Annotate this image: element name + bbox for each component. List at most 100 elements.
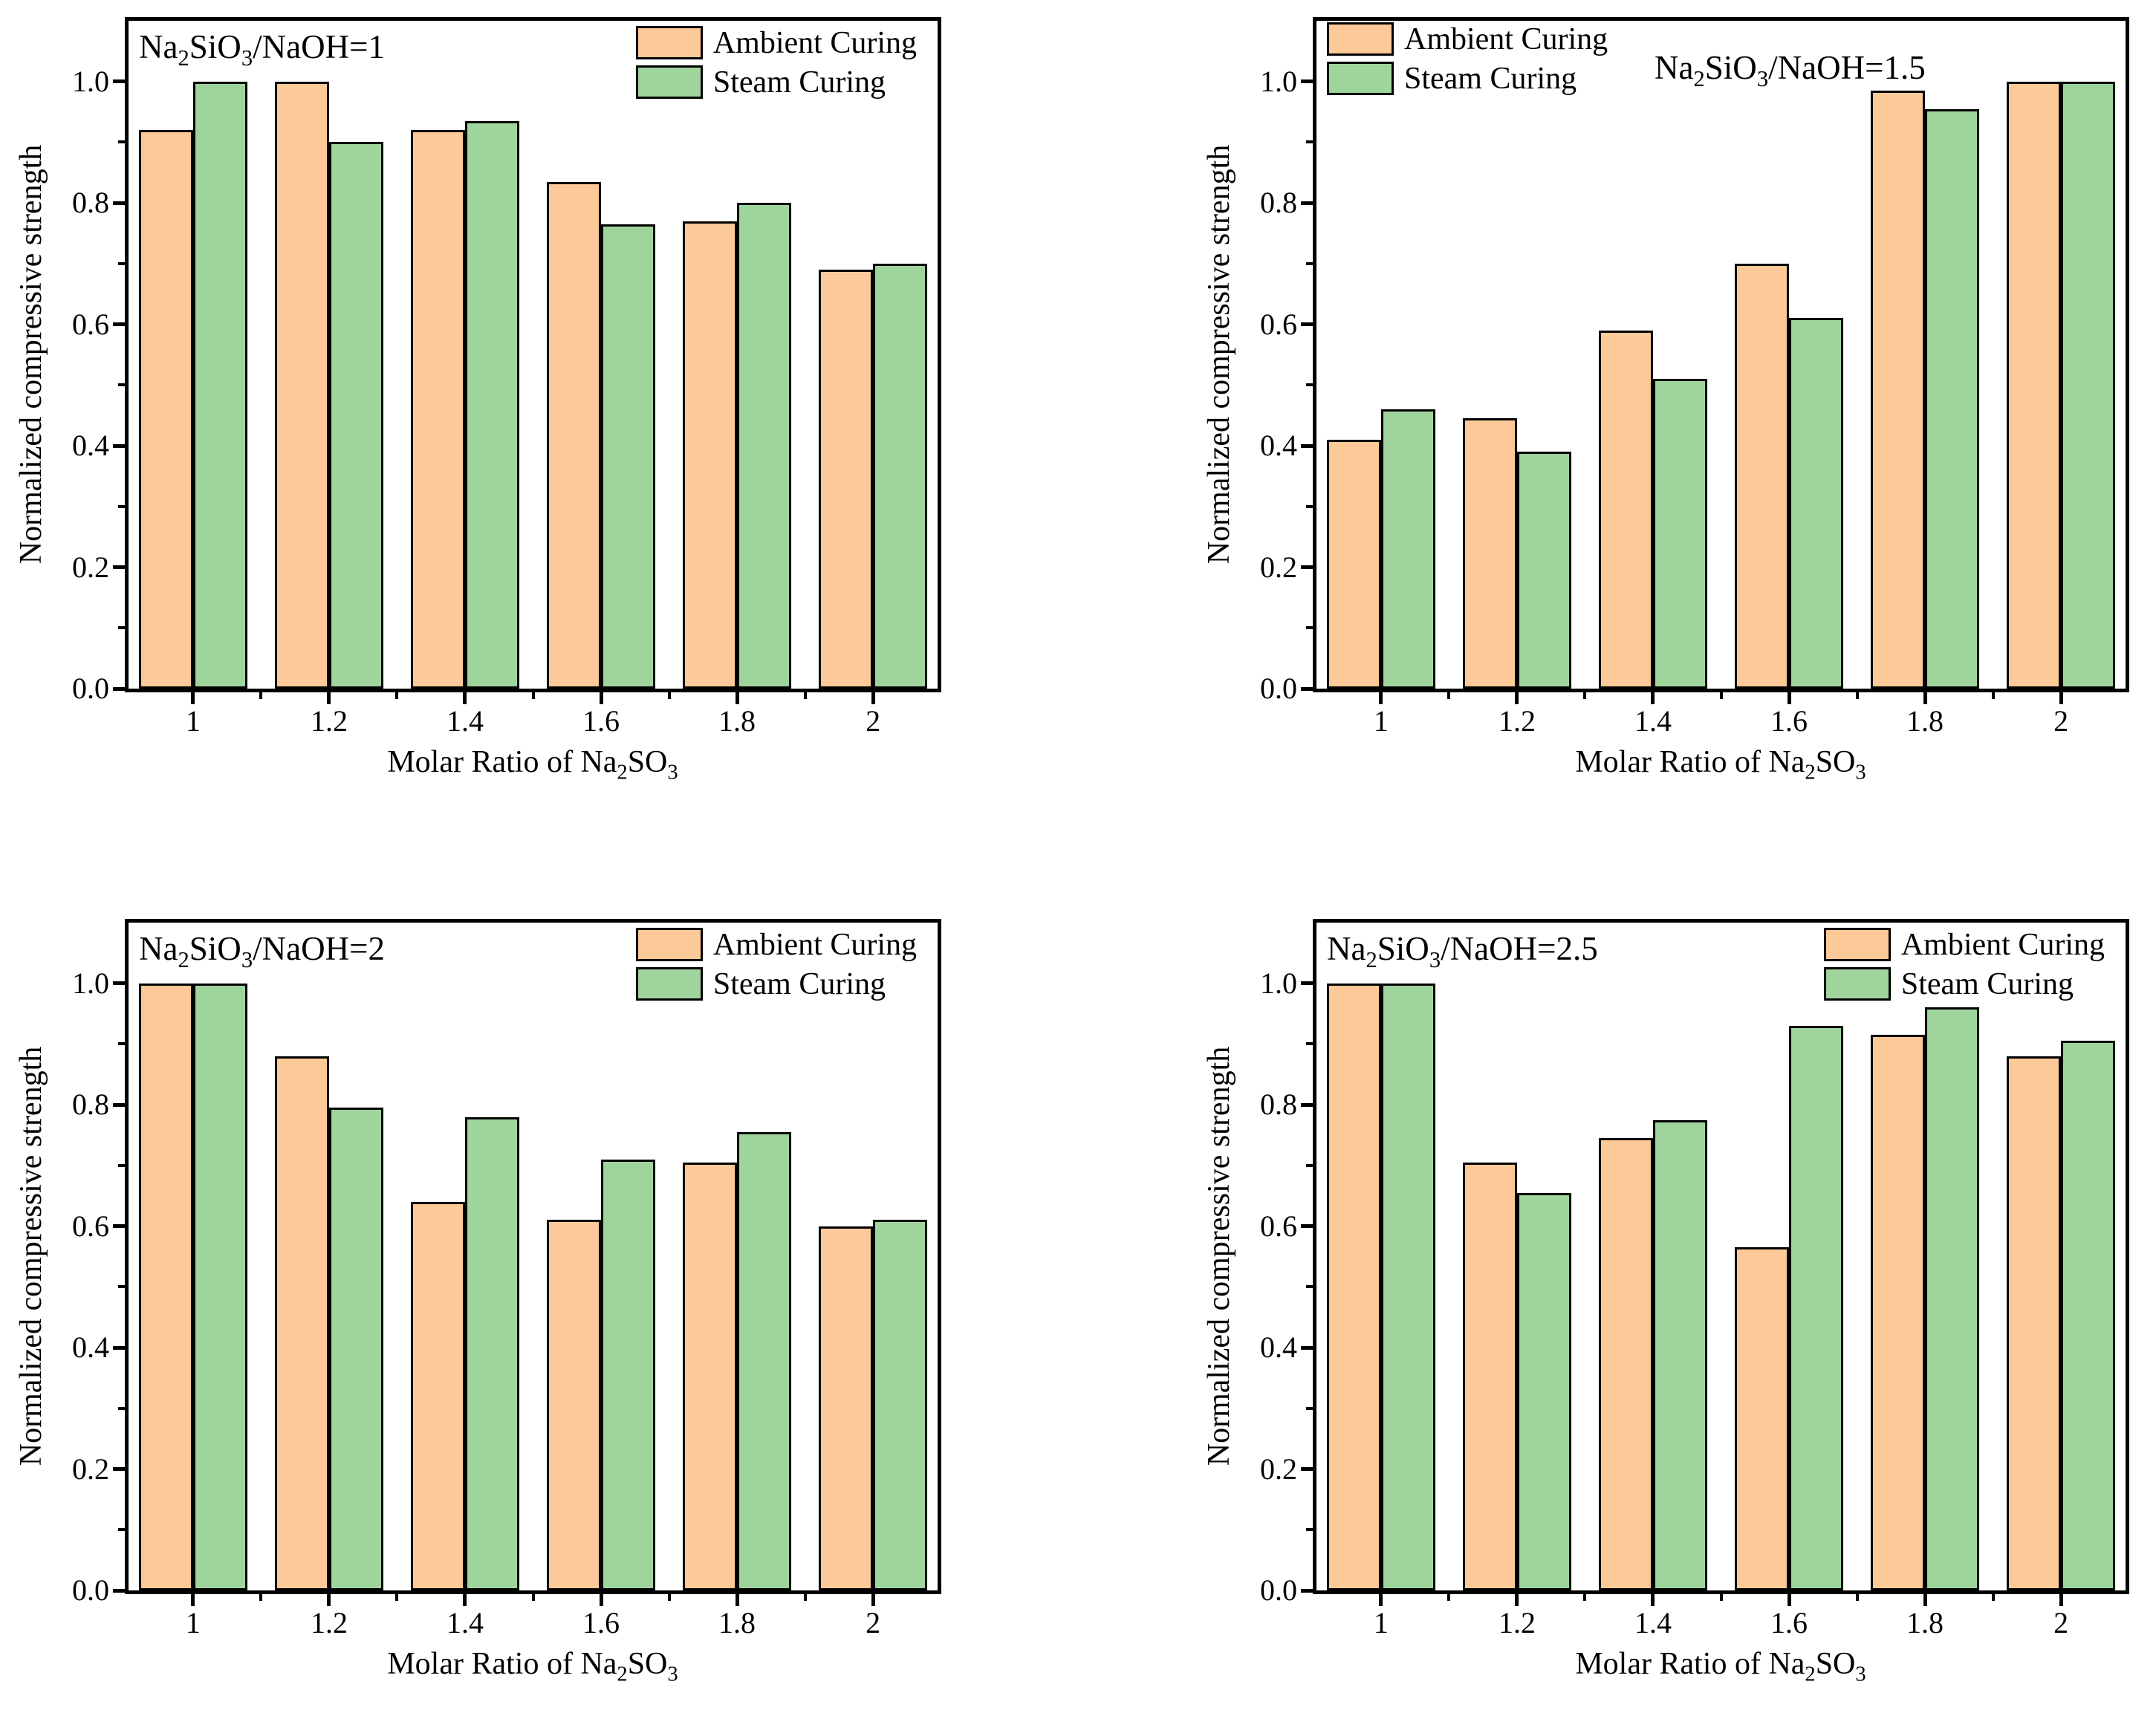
legend-swatch bbox=[1823, 928, 1891, 961]
legend: Ambient Curing Steam Curing bbox=[1327, 22, 1608, 95]
x-tick-label: 1.6 bbox=[1770, 1606, 1808, 1639]
x-tick bbox=[2059, 692, 2063, 704]
legend-swatch bbox=[1327, 22, 1394, 56]
x-minor-tick bbox=[531, 692, 535, 699]
bar-steam bbox=[601, 224, 656, 689]
x-tick-label: 1.4 bbox=[1634, 704, 1672, 738]
x-tick-label: 2 bbox=[2053, 704, 2069, 738]
x-tick-label: 1 bbox=[1373, 704, 1389, 738]
bar-steam bbox=[1925, 1007, 1980, 1590]
y-tick-label: 1.0 bbox=[72, 64, 109, 98]
y-tick-label: 0.6 bbox=[1260, 307, 1297, 341]
legend-swatch bbox=[635, 967, 703, 1001]
y-tick-label: 0.2 bbox=[72, 1452, 109, 1486]
legend-swatch bbox=[635, 65, 703, 99]
y-tick bbox=[113, 201, 125, 205]
x-minor-tick bbox=[1719, 1594, 1723, 1601]
plot-area: Na2SiO3/NaOH=1 Ambient Curing Steam Curin… bbox=[72, 17, 941, 736]
x-minor-tick bbox=[1583, 692, 1587, 699]
x-tick-label: 1.4 bbox=[1634, 1606, 1672, 1639]
bar-steam bbox=[601, 1159, 656, 1590]
y-tick bbox=[113, 1224, 125, 1229]
chart-panel: Normalized compressive strength Molar Ra… bbox=[1188, 0, 2156, 811]
x-tick-label: 1.6 bbox=[1770, 704, 1808, 738]
legend-label: Ambient Curing bbox=[1900, 927, 2105, 962]
y-tick bbox=[113, 1102, 125, 1107]
x-tick bbox=[2059, 1594, 2063, 1606]
y-minor-tick bbox=[1306, 1406, 1313, 1410]
y-tick bbox=[1301, 443, 1313, 448]
bar-steam bbox=[1652, 379, 1708, 689]
x-tick-label: 1.6 bbox=[582, 1606, 620, 1639]
y-minor-tick bbox=[1306, 140, 1313, 144]
bar-ambient bbox=[1870, 91, 1926, 689]
x-tick bbox=[1923, 1594, 1927, 1606]
y-minor-tick bbox=[1306, 1528, 1313, 1532]
legend: Ambient Curing Steam Curing bbox=[1823, 927, 2105, 1001]
x-minor-tick bbox=[1719, 692, 1723, 699]
x-axis-title: Molar Ratio of Na2SO3 bbox=[387, 1647, 678, 1686]
x-tick-label: 1.2 bbox=[1498, 1606, 1536, 1639]
y-tick bbox=[113, 686, 125, 691]
legend-label: Steam Curing bbox=[1404, 61, 1577, 96]
y-tick bbox=[113, 981, 125, 986]
x-tick-label: 2 bbox=[866, 704, 881, 738]
y-minor-tick bbox=[1306, 1042, 1313, 1046]
y-tick-label: 0.0 bbox=[72, 672, 109, 705]
x-tick bbox=[871, 692, 875, 704]
bar-ambient bbox=[2006, 1056, 2062, 1590]
x-tick bbox=[599, 1594, 603, 1606]
bar-ambient bbox=[682, 221, 738, 689]
y-tick bbox=[1301, 1102, 1313, 1107]
y-tick bbox=[1301, 565, 1313, 570]
x-tick bbox=[191, 1594, 195, 1606]
x-minor-tick bbox=[531, 1594, 535, 1601]
y-tick-label: 0.0 bbox=[1260, 672, 1297, 705]
bar-steam bbox=[1516, 1192, 1572, 1590]
x-tick-label: 2 bbox=[866, 1606, 881, 1639]
y-tick-label: 0.8 bbox=[1260, 1088, 1297, 1122]
y-minor-tick bbox=[118, 261, 125, 265]
x-tick bbox=[463, 1594, 467, 1606]
y-tick-label: 0.0 bbox=[72, 1573, 109, 1607]
bar-ambient bbox=[138, 983, 193, 1590]
chart-title: Na2SiO3/NaOH=1 bbox=[139, 28, 385, 71]
bar-steam bbox=[192, 983, 248, 1590]
y-minor-tick bbox=[118, 626, 125, 630]
y-tick-label: 0.4 bbox=[72, 429, 109, 463]
y-minor-tick bbox=[1306, 1163, 1313, 1167]
x-minor-tick bbox=[395, 692, 399, 699]
legend-item: Ambient Curing bbox=[1327, 22, 1608, 56]
y-minor-tick bbox=[1306, 383, 1313, 387]
bar-steam bbox=[737, 203, 792, 689]
bar-steam bbox=[328, 142, 384, 689]
bar-ambient bbox=[818, 270, 874, 689]
y-tick bbox=[1301, 981, 1313, 986]
x-axis-title: Molar Ratio of Na2SO3 bbox=[1575, 745, 1866, 784]
y-tick bbox=[113, 1588, 125, 1593]
legend-item: Steam Curing bbox=[635, 966, 917, 1001]
y-tick bbox=[1301, 1588, 1313, 1593]
legend-label: Steam Curing bbox=[1900, 966, 2074, 1001]
y-tick bbox=[113, 1467, 125, 1472]
y-tick-label: 0.4 bbox=[1260, 1330, 1297, 1365]
y-minor-tick bbox=[1306, 1285, 1313, 1289]
x-minor-tick bbox=[395, 1594, 399, 1601]
x-minor-tick bbox=[1855, 1594, 1859, 1601]
bar-ambient bbox=[818, 1226, 874, 1590]
legend-label: Steam Curing bbox=[712, 966, 886, 1001]
x-tick-label: 1 bbox=[185, 1606, 201, 1639]
y-tick bbox=[113, 1345, 125, 1350]
legend-label: Ambient Curing bbox=[712, 927, 917, 962]
x-tick-label: 2 bbox=[2053, 1606, 2069, 1639]
bar-steam bbox=[2061, 1041, 2116, 1590]
x-minor-tick bbox=[667, 1594, 671, 1601]
plot-area: Na2SiO3/NaOH=2 Ambient Curing Steam Curin… bbox=[72, 919, 941, 1638]
x-minor-tick bbox=[259, 692, 263, 699]
x-tick bbox=[1515, 1594, 1519, 1606]
chart-panel: Normalized compressive strength Molar Ra… bbox=[0, 0, 968, 811]
x-tick bbox=[1515, 692, 1519, 704]
y-tick-label: 0.8 bbox=[72, 1088, 109, 1122]
x-tick bbox=[1923, 692, 1927, 704]
x-tick bbox=[1787, 692, 1791, 704]
